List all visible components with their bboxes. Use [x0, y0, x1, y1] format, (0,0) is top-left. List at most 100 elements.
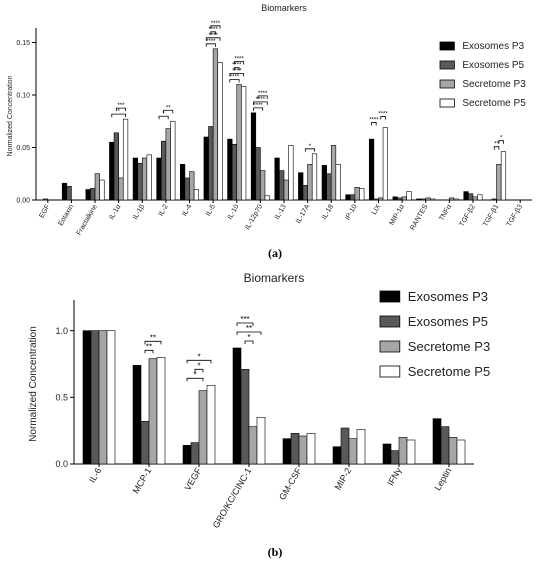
significance-bracket: [186, 377, 204, 382]
legend-swatch-2: [379, 340, 401, 353]
legend-label-1: Exosomes P5: [462, 60, 524, 71]
bar-il-1--s0: [132, 157, 138, 201]
panel-label-b: (b): [268, 545, 283, 559]
significance-label: ****: [378, 112, 388, 118]
bar-il-12p70-s0: [250, 112, 257, 201]
significance-label: ****: [256, 97, 266, 103]
legend-label-3: Secretome P5: [408, 364, 490, 379]
bar-eotaxin-s0: [61, 182, 68, 201]
bar-il-18-s1: [326, 173, 332, 201]
chart-a: Biomarkers Normalized Concentration 0.00 0.…: [7, 3, 532, 260]
significance-bracket: [304, 148, 315, 152]
bar-il-4-s2: [189, 171, 195, 201]
legend-swatch-3: [379, 365, 401, 378]
significance-bracket: [194, 368, 204, 373]
bar-il-1--s1: [113, 132, 119, 201]
y-tick-label: 0.05: [16, 145, 30, 152]
bar-il-1--s2: [118, 177, 124, 201]
bar-gm-csf-s2: [298, 435, 308, 465]
significance-bracket: [158, 115, 169, 120]
significance-label: ****: [234, 57, 244, 63]
x-tick-label: LIX: [371, 203, 382, 216]
significance-label: ****: [232, 63, 242, 69]
significance-bracket: [371, 122, 377, 126]
bar-lix-s0: [368, 138, 375, 201]
bar-lix-s1: [373, 198, 379, 201]
x-tick-label: IL-4: [181, 203, 193, 217]
bar-tnf--s3: [453, 198, 459, 201]
bar-ifn--s1: [390, 450, 400, 465]
bar-il-12p70-s2: [260, 170, 266, 201]
x-tick-label: VEGF: [183, 466, 204, 493]
bar-il-12p70-s1: [255, 147, 261, 201]
x-tick-label: GM-CSF: [277, 466, 304, 502]
bar-mip-1--s3: [406, 191, 412, 201]
bar-il-5-s1: [208, 126, 214, 201]
bar-il-13-s2: [283, 179, 289, 201]
legend-label-0: Exosomes P3: [408, 289, 488, 304]
bar-mcp-1-s2: [148, 358, 158, 465]
significance-bracket: [115, 107, 126, 112]
legend-swatch-1: [439, 60, 455, 70]
chart-title: Biomarkers: [244, 271, 305, 285]
significance-bracket: [236, 331, 262, 335]
bar-il-4-s0: [180, 164, 186, 201]
significance-label: **: [166, 105, 171, 111]
bar-mcp-1-s3: [156, 357, 166, 465]
bar-leptin-s2: [448, 437, 458, 465]
bar-il-10-s2: [236, 84, 242, 201]
bar-gm-csf-s1: [290, 433, 300, 465]
bar-il-5-s3: [217, 62, 223, 201]
y-tick-label: 1.0: [55, 326, 68, 336]
panel-label-a: (a): [268, 246, 282, 260]
bar-fractalkine-s0: [85, 189, 91, 201]
x-tick-label: IL-13: [274, 203, 288, 220]
x-tick-label: IL-1α: [108, 204, 122, 221]
significance-label: ****: [211, 21, 221, 27]
significance-bracket: [163, 109, 174, 114]
bar-il-17a-s0: [298, 172, 304, 201]
legend-label-3: Secretome P5: [462, 98, 526, 109]
bar-tgf-1-s2: [496, 164, 502, 201]
significance-bracket: [498, 140, 504, 144]
y-tick-label: 0.0: [55, 459, 68, 469]
bar-tnf--s2: [449, 197, 455, 201]
bar-vegf-s1: [190, 442, 200, 465]
x-tick-label: IP-10: [344, 203, 358, 221]
bar-leptin-s1: [440, 426, 450, 465]
bar-tgf-2-s0: [463, 191, 469, 201]
bar-ifn--s3: [406, 439, 416, 465]
significance-label: *: [193, 370, 196, 379]
significance-label: ***: [240, 315, 249, 324]
bar-gro-kc-cinc-1-s1: [240, 369, 250, 465]
significance-label: **: [494, 142, 499, 148]
significance-label: *: [247, 333, 250, 342]
bar-il-10-s3: [241, 86, 247, 201]
x-tick-label: IL-18: [321, 203, 335, 220]
bar-ip-10-s2: [354, 187, 360, 201]
bar-il-5-s0: [203, 136, 209, 201]
bar-il-6-s1: [90, 330, 100, 465]
bar-egf-s1: [42, 198, 49, 201]
legend-label-0: Exosomes P3: [462, 41, 524, 52]
bar-rantes-s3: [430, 198, 436, 201]
bar-il-2-s1: [161, 140, 167, 201]
bar-il-18-s0: [321, 165, 327, 201]
y-tick-label: 0.15: [16, 40, 30, 47]
bar-il-2-s0: [156, 157, 162, 201]
bar-il-13-s1: [279, 170, 285, 201]
significance-label: ***: [117, 103, 125, 109]
legend-swatch-0: [379, 290, 401, 303]
significance-label: *: [309, 144, 312, 150]
bar-tgf-1-s3: [500, 151, 507, 201]
significance-label: *: [197, 352, 200, 361]
x-tick-label: IL-17A: [295, 203, 312, 225]
significance-bracket: [205, 43, 216, 47]
significance-bracket: [229, 79, 240, 83]
legend-label-2: Secretome P3: [408, 339, 490, 354]
bar-il-6-s0: [82, 330, 92, 465]
bar-il-18-s2: [330, 145, 337, 201]
significance-label: *: [500, 136, 503, 142]
bar-gm-csf-s0: [282, 438, 292, 465]
